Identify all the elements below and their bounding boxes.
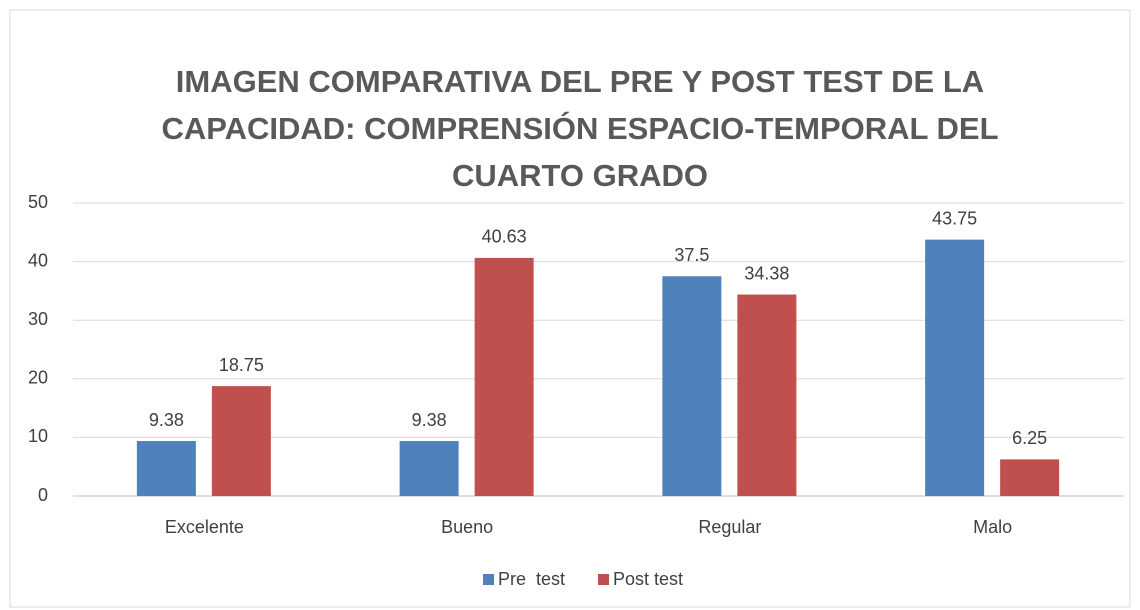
legend-swatch xyxy=(483,574,494,585)
bar xyxy=(474,257,534,496)
value-label: 43.75 xyxy=(932,208,977,228)
bar xyxy=(925,239,985,496)
value-label: 6.25 xyxy=(1012,428,1047,448)
y-tick-label: 10 xyxy=(28,426,48,446)
y-tick-label: 20 xyxy=(28,368,48,388)
y-tick-label: 0 xyxy=(38,485,48,505)
bar xyxy=(136,441,196,496)
value-label: 40.63 xyxy=(482,227,527,247)
legend-swatch xyxy=(598,574,609,585)
x-tick-label: Bueno xyxy=(441,517,493,537)
bar xyxy=(662,276,722,496)
bar xyxy=(737,294,797,496)
legend-label: Pre test xyxy=(498,569,565,589)
value-label: 34.38 xyxy=(744,263,789,283)
x-tick-label: Regular xyxy=(698,517,761,537)
bar xyxy=(211,386,271,496)
bar xyxy=(399,441,459,496)
value-label: 9.38 xyxy=(149,410,184,430)
y-tick-label: 50 xyxy=(28,192,48,212)
legend-label: Post test xyxy=(613,569,683,589)
bar xyxy=(1000,459,1060,496)
value-label: 37.5 xyxy=(674,245,709,265)
chart-title: IMAGEN COMPARATIVA DEL PRE Y POST TEST D… xyxy=(161,64,999,193)
x-tick-label: Excelente xyxy=(165,517,244,537)
value-label: 18.75 xyxy=(219,355,264,375)
x-tick-label: Malo xyxy=(973,517,1012,537)
y-tick-label: 40 xyxy=(28,250,48,270)
value-label: 9.38 xyxy=(412,410,447,430)
y-tick-label: 30 xyxy=(28,309,48,329)
